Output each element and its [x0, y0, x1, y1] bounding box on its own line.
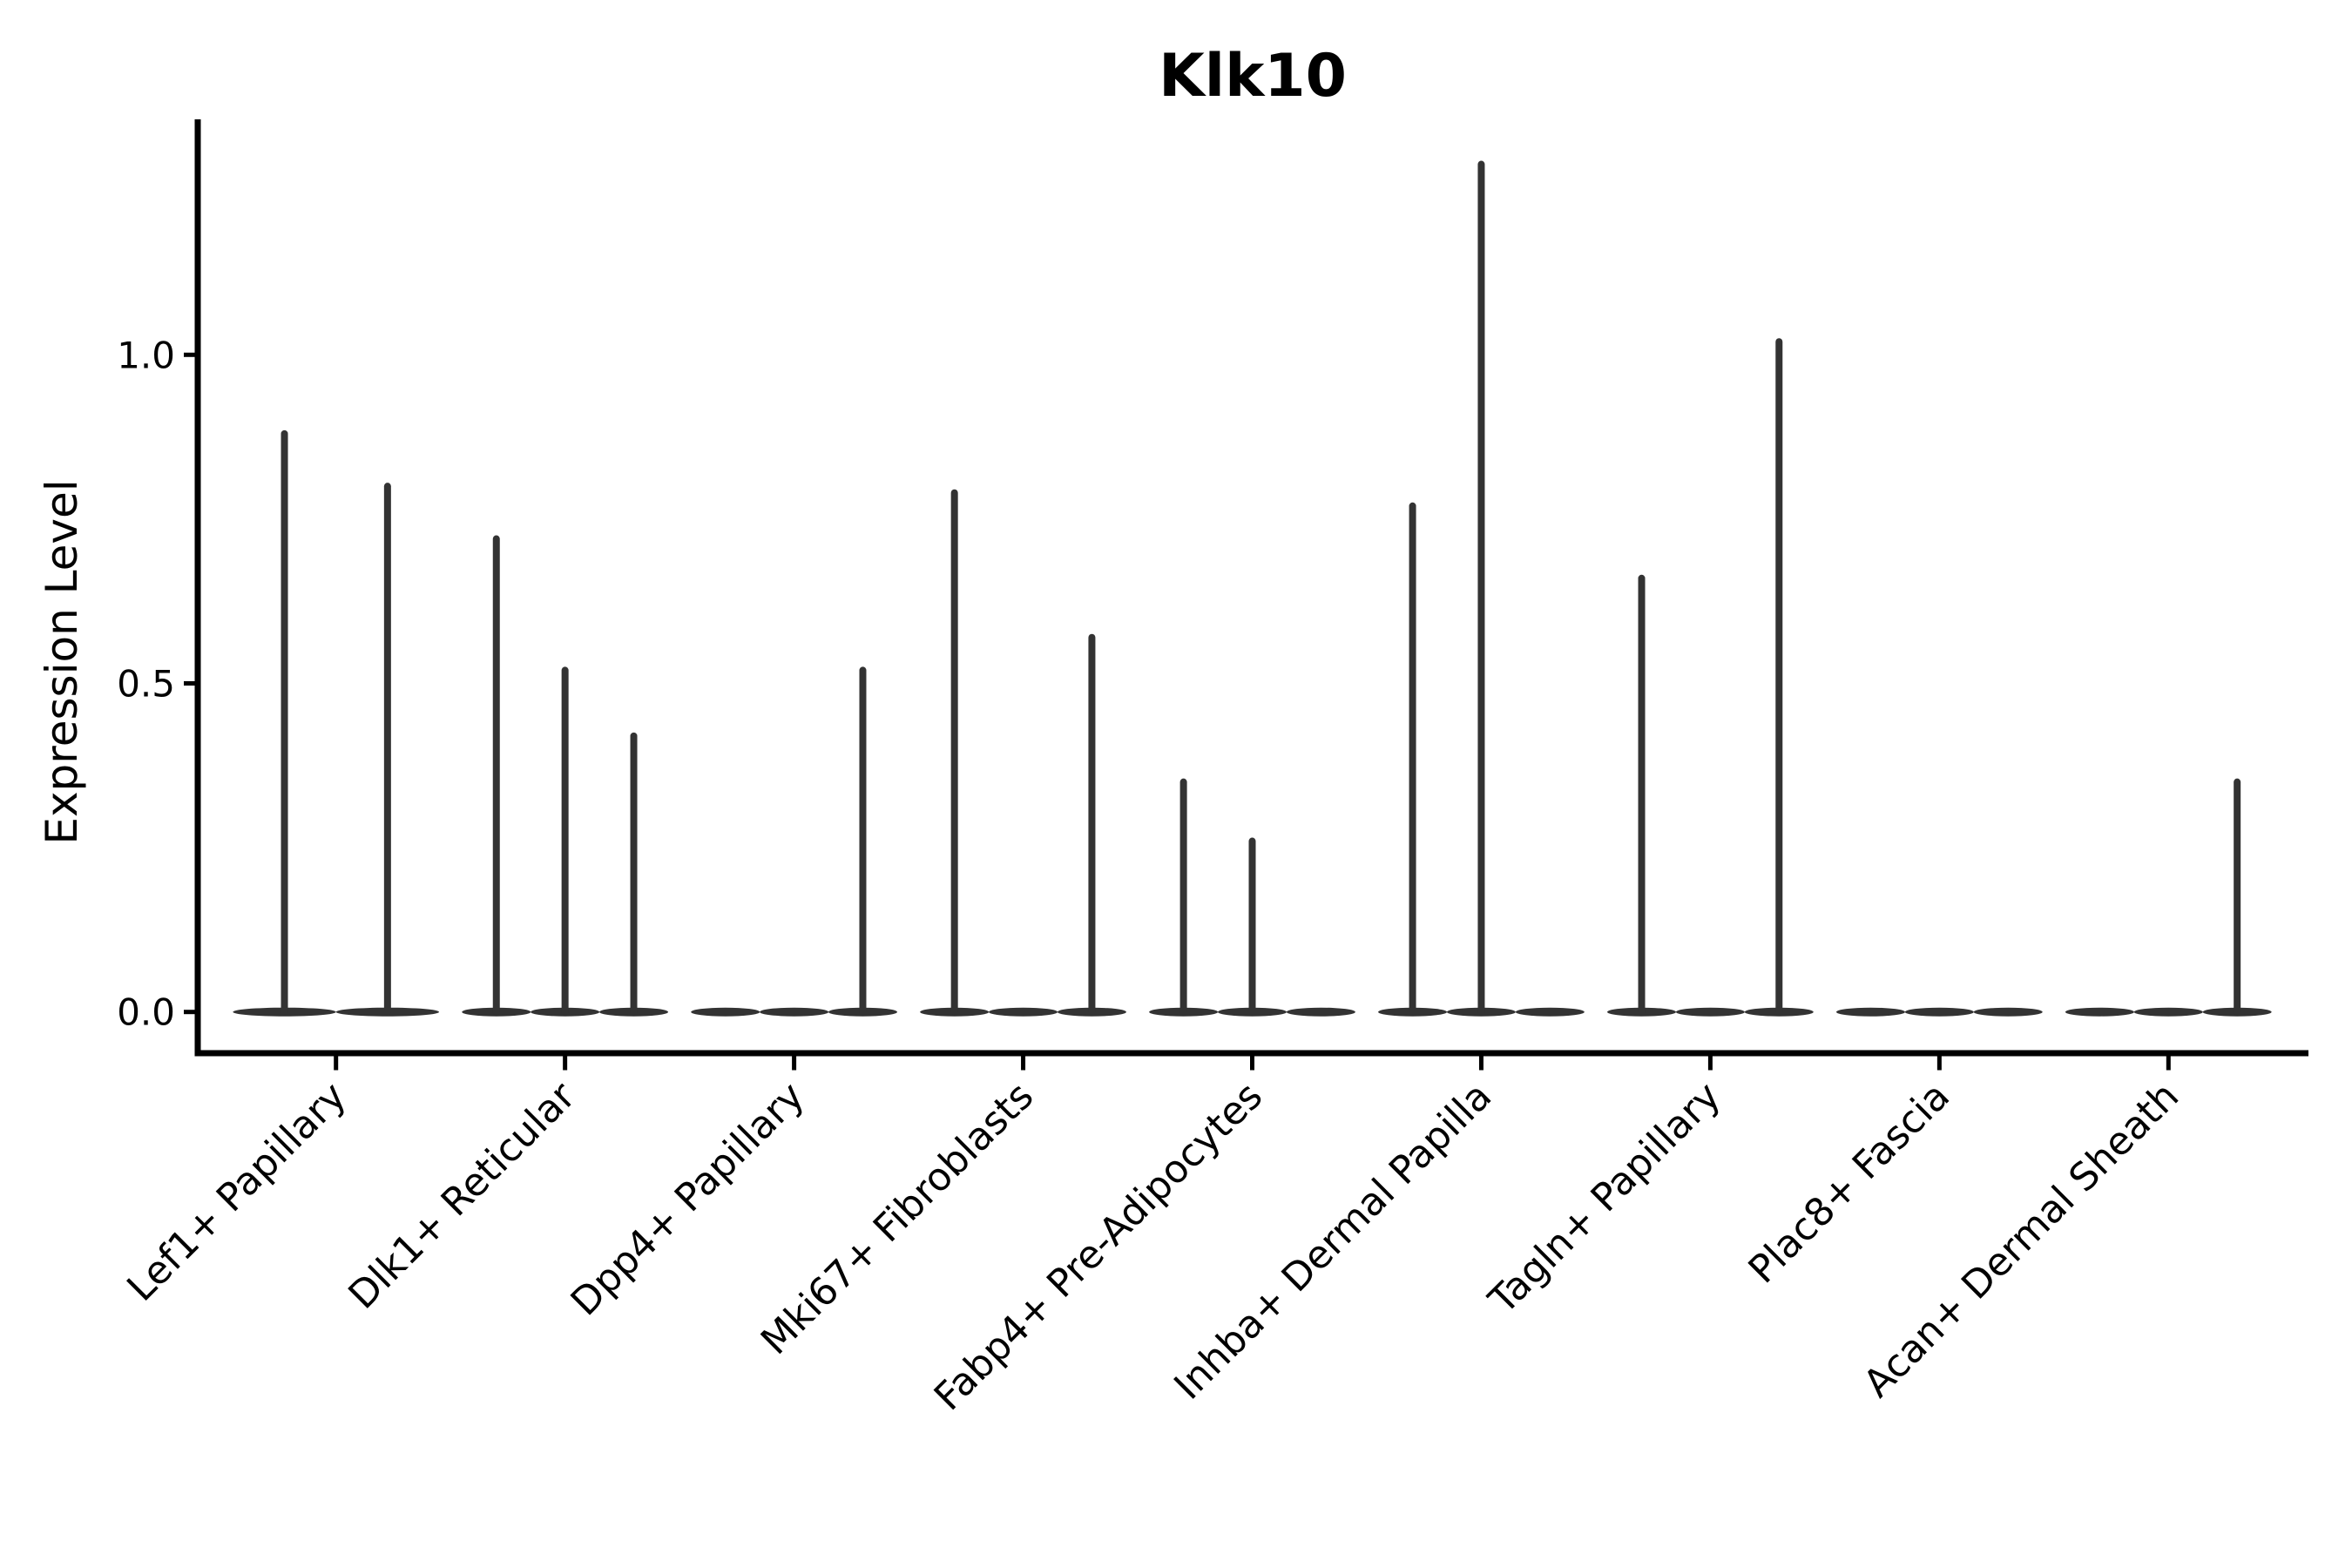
violin-base — [2065, 1007, 2134, 1017]
x-tick-label: Dpp4+ Papillary — [563, 1074, 814, 1325]
chart-title: Klk10 — [1159, 42, 1347, 111]
x-tick-label: Tagln+ Papillary — [1480, 1074, 1729, 1323]
y-tick-label: 1.0 — [117, 334, 175, 376]
violin-base — [1904, 1007, 1974, 1017]
violin-base — [691, 1007, 760, 1017]
y-axis-label: Expression Level — [37, 479, 87, 844]
x-tick-label: Plac8+ Fascia — [1740, 1074, 1959, 1293]
x-tick-label: Dlk1+ Reticular — [340, 1073, 585, 1318]
y-tick-label: 0.5 — [117, 663, 175, 706]
violin-base — [2133, 1007, 2203, 1017]
x-tick-label: Lef1+ Papillary — [118, 1074, 355, 1310]
violin-base — [1836, 1007, 1905, 1017]
violin-base — [1973, 1007, 2043, 1017]
violin-base — [989, 1007, 1058, 1017]
violin-base — [760, 1007, 829, 1017]
y-tick-label: 0.0 — [117, 991, 175, 1034]
violin-base — [1515, 1007, 1585, 1017]
violin-base — [1286, 1007, 1355, 1017]
violin-base — [1675, 1007, 1745, 1017]
